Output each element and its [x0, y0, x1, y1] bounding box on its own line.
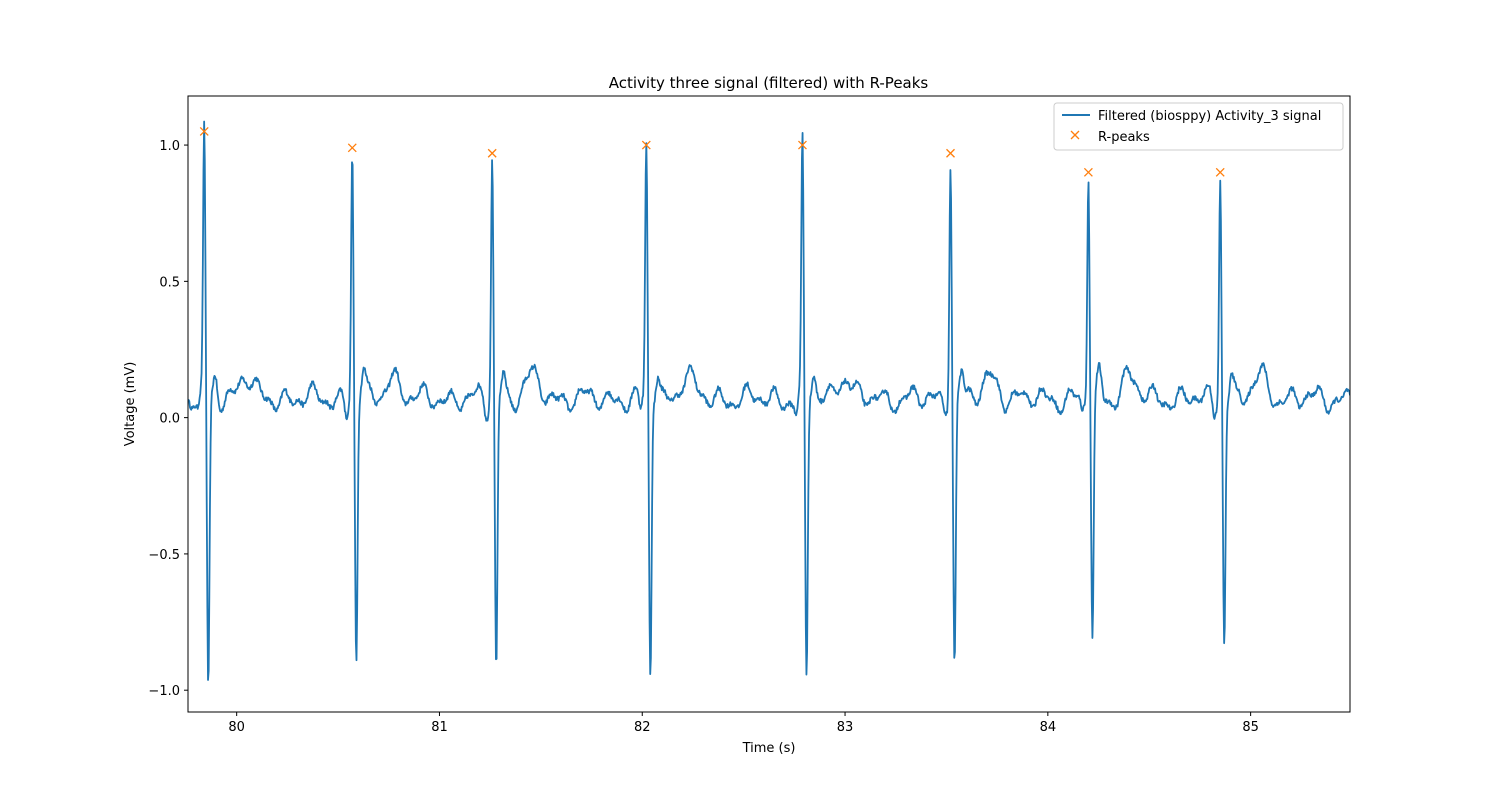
y-tick-label: 0.0 [159, 412, 180, 427]
r-peak-marker [1215, 167, 1225, 177]
plot-area [188, 120, 1350, 681]
x-tick-label: 80 [228, 720, 245, 735]
r-peak-marker [487, 148, 497, 158]
legend: Filtered (biosppy) Activity_3 signal R-p… [1053, 102, 1344, 151]
r-peak-marker [347, 143, 357, 153]
y-tick-label: 0.5 [159, 275, 180, 290]
plot-frame [187, 95, 1351, 713]
r-peak-marker [1083, 167, 1093, 177]
r-peak-marker [199, 126, 209, 136]
r-peak-marker [641, 140, 651, 150]
x-tick-label: 83 [837, 720, 854, 735]
legend-label-signal: Filtered (biosppy) Activity_3 signal [1098, 109, 1321, 124]
x-tick-label: 82 [634, 720, 651, 735]
chart-title: Activity three signal (filtered) with R-… [609, 74, 929, 92]
y-axis: −1.0 −0.5 0.0 0.5 1.0 [148, 139, 188, 699]
legend-label-peaks: R-peaks [1098, 130, 1150, 145]
legend-marker-swatch [1070, 130, 1080, 140]
y-tick-label: −0.5 [148, 548, 180, 563]
y-tick-label: −1.0 [148, 684, 180, 699]
y-tick-label: 1.0 [159, 139, 180, 154]
x-tick-label: 81 [431, 720, 448, 735]
signal-line [188, 120, 1350, 681]
r-peak-marker [798, 140, 807, 150]
y-axis-label: Voltage (mV) [123, 362, 138, 447]
legend-box [1053, 102, 1344, 151]
r-peak-marker [946, 148, 955, 158]
x-tick-label: 84 [1040, 720, 1057, 735]
x-axis: 80 81 82 83 84 85 [228, 712, 1259, 735]
x-axis-label: Time (s) [742, 741, 796, 756]
x-tick-label: 85 [1242, 720, 1259, 735]
